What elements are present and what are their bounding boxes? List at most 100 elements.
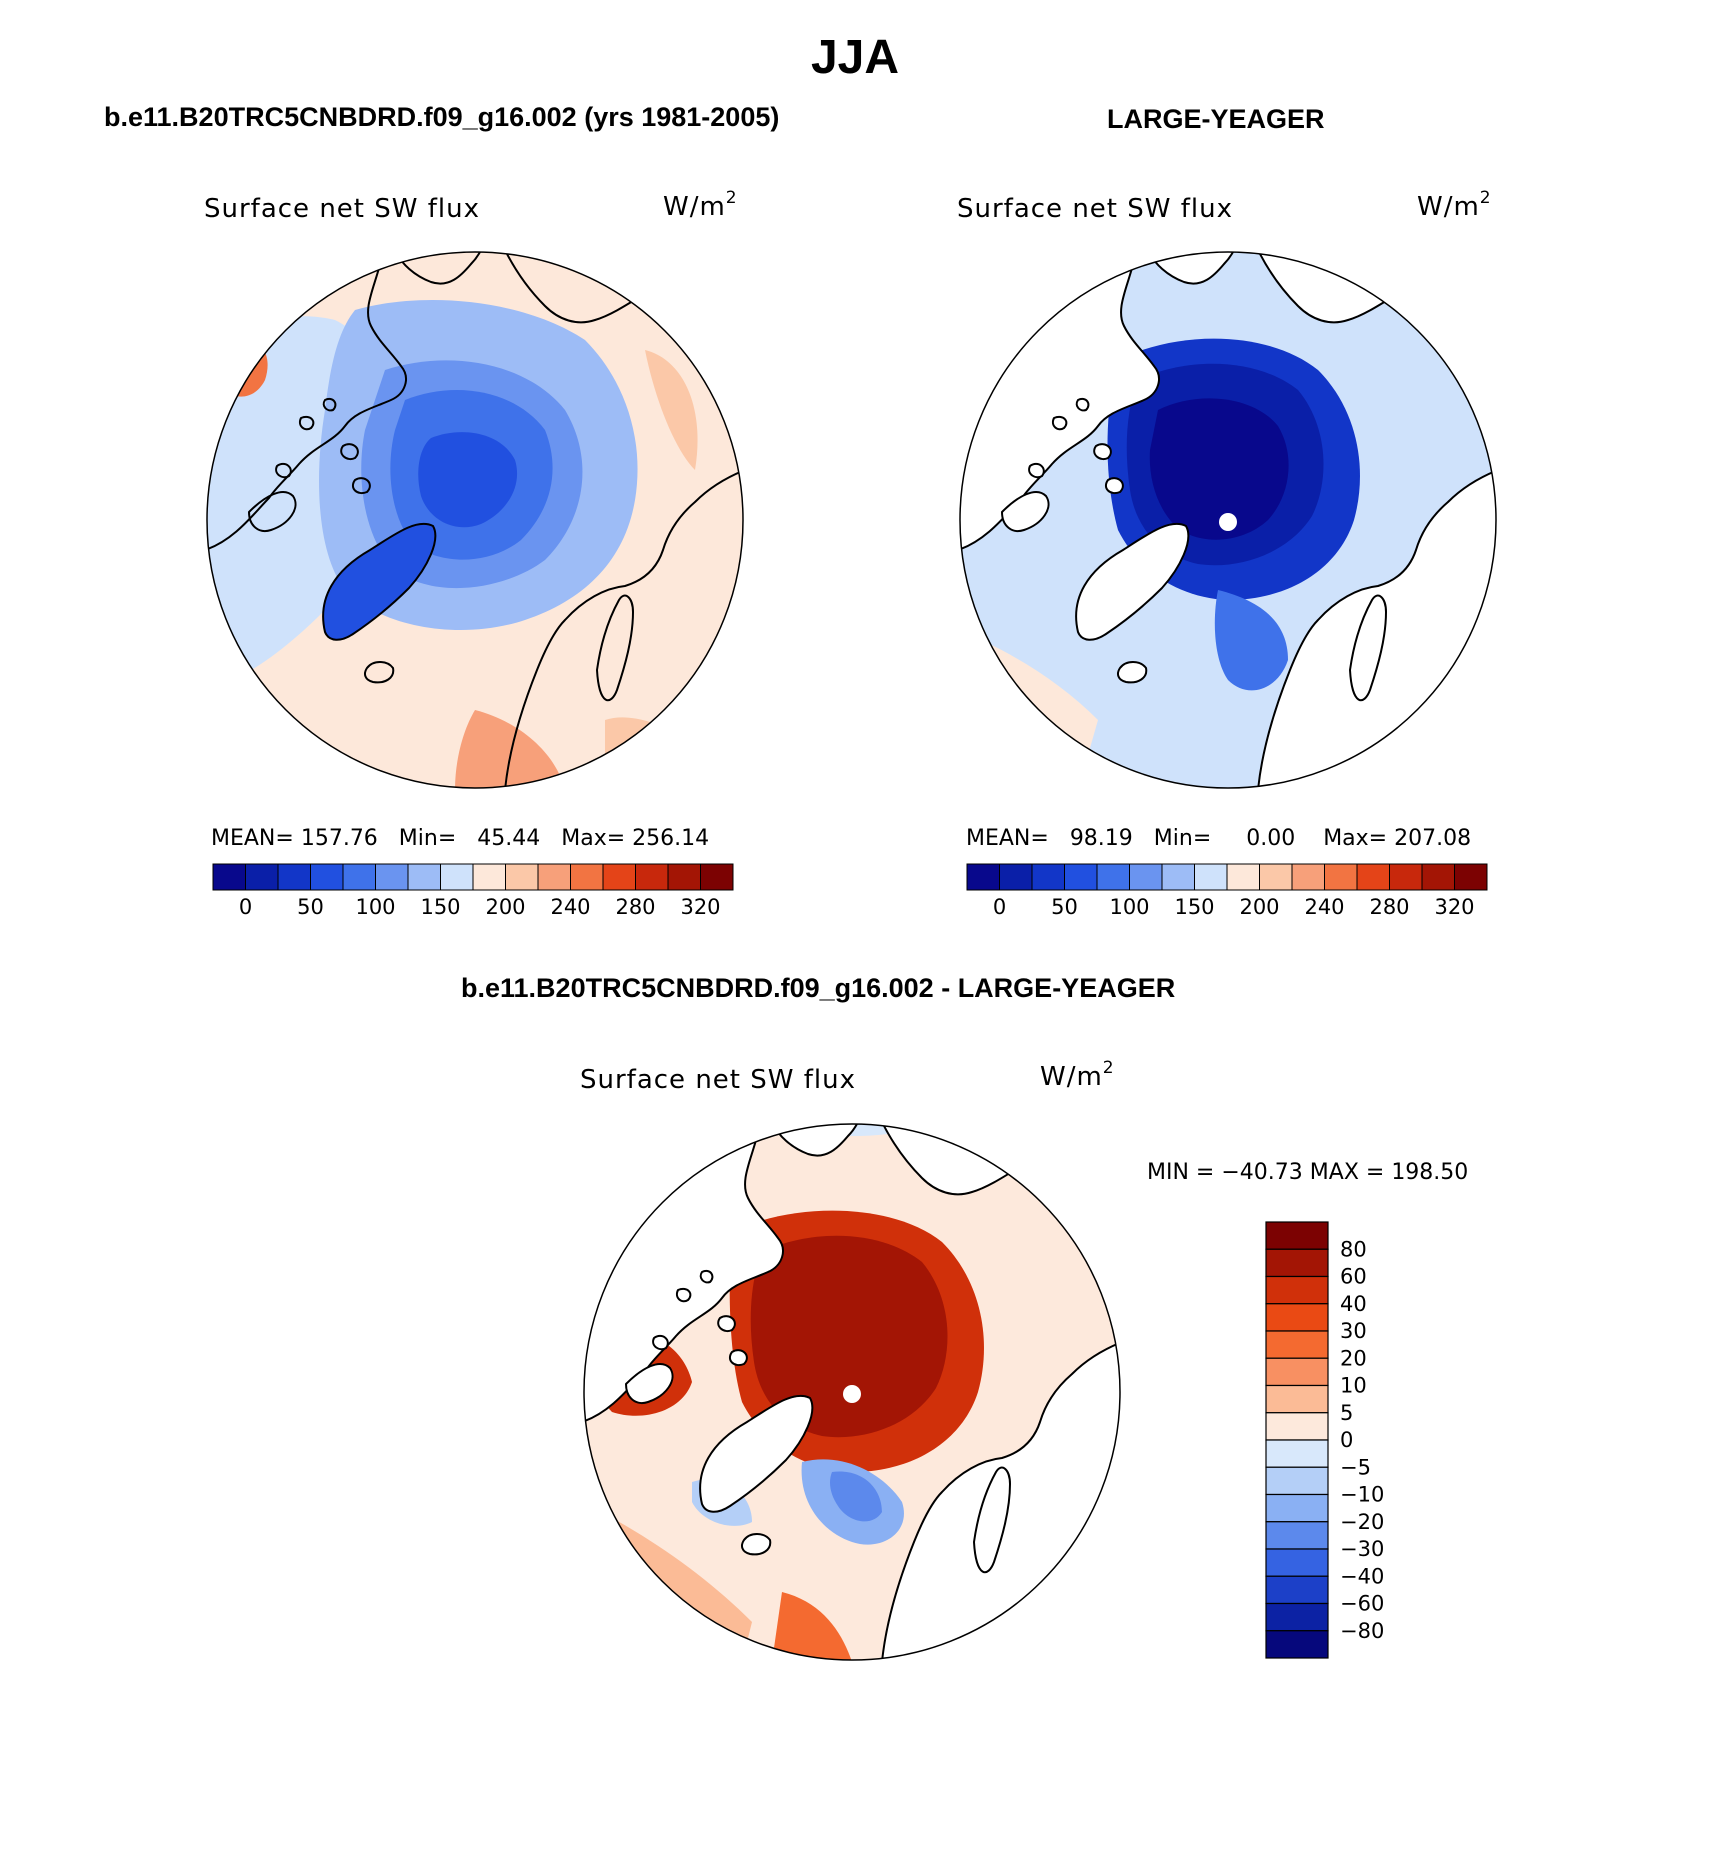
coastline [699, 1270, 714, 1284]
panel3-colorbar-tick: 30 [1340, 1319, 1367, 1343]
panel1-colorbar-box [700, 863, 734, 891]
panel1-stats: MEAN= 157.76 Min= 45.44 Max= 256.14 [211, 826, 709, 851]
panel3-colorbar-box [1265, 1602, 1329, 1632]
coastline [322, 398, 337, 412]
panel2-units: W/m2 [1417, 188, 1492, 222]
panel2-colorbar-box [1291, 863, 1325, 891]
figure-title: JJA [810, 31, 900, 84]
coastline [1028, 462, 1045, 479]
panel3-colorbar-tick: −80 [1340, 1619, 1384, 1643]
coastline [299, 416, 315, 431]
panel1-mean-label: MEAN= [211, 826, 294, 851]
panel3-map-border [583, 1123, 1121, 1661]
panel2-pole-hole [1219, 513, 1237, 531]
coastline [1075, 522, 1190, 641]
panel2-colorbar-box [1454, 863, 1488, 891]
panel3-colorbar-tick: 0 [1340, 1428, 1353, 1452]
coastline [741, 1533, 772, 1556]
panel3-colorbar-box [1265, 1439, 1329, 1468]
panel1-colorbar-box [245, 863, 279, 891]
panel1-coastlines [207, 252, 743, 788]
panel3-colorbar-box [1265, 1303, 1329, 1332]
panel3-colorbar-box [1265, 1330, 1329, 1359]
panel1-field-zone [323, 523, 436, 640]
panel2-colorbar-box [1129, 863, 1163, 891]
panel3-colorbar-tick: −30 [1340, 1537, 1384, 1561]
coastline [625, 1363, 674, 1404]
panel2-colorbar-tick: 50 [1051, 895, 1078, 919]
panel3-colorbar-tick: 20 [1340, 1346, 1367, 1370]
panel2-field-zone [1214, 590, 1288, 691]
panel1-colorbar-tick: 0 [239, 895, 252, 919]
panel3-polar-map [583, 1123, 1121, 1661]
panel3-colorbar-tick: −40 [1340, 1564, 1384, 1588]
panel3-colorbar-box [1265, 1521, 1329, 1550]
panel2-colorbar-box [1161, 863, 1195, 891]
panel1-field-zone [418, 432, 518, 528]
panel3-field-zone [830, 1471, 882, 1522]
panel2-colorbar-box [1194, 863, 1228, 891]
panel2-min-label: Min= [1153, 826, 1212, 851]
coastline [340, 443, 359, 460]
panel3-colorbar-box [1265, 1384, 1329, 1414]
panel2-colorbar-tick: 320 [1434, 895, 1474, 919]
panel1-colorbar: 0 50 100 150 200 240 280 320 [212, 863, 734, 919]
panel1-min-label: Min= [398, 826, 457, 851]
coastline [1349, 594, 1387, 702]
panel3-colorbar: 80 60 40 30 20 10 5 0 −5 −10 −20 −30 −40 −60 −80 [1265, 1221, 1384, 1659]
panel2-colorbar-box [1096, 863, 1130, 891]
coastline [351, 477, 371, 494]
panel3-pole-hole [843, 1385, 861, 1403]
panel1-colorbar-box [570, 863, 604, 891]
difference-case-title: b.e11.B20TRC5CNBDRD.f09_g16.002 - LARGE-… [461, 973, 1176, 1003]
coastline [1104, 477, 1124, 494]
coastline [207, 252, 407, 551]
panel2-colorbar-tick: 280 [1369, 895, 1409, 919]
panel3-colorbar-box [1265, 1357, 1329, 1387]
coastline [322, 522, 437, 641]
panel3-colorbar-box [1265, 1412, 1329, 1441]
panel1-max-value: 256.14 [632, 826, 710, 851]
panel3-colorbar-box [1265, 1493, 1329, 1523]
coastline [275, 462, 292, 479]
panel3-colorbar-box [1265, 1248, 1329, 1278]
panel2-colorbar-box [999, 863, 1033, 891]
panel2-colorbar-box [1259, 863, 1293, 891]
panel2-mean-value: 98.19 [1069, 826, 1133, 851]
panel2-colorbar-tick: 240 [1304, 895, 1344, 919]
coastline [1117, 661, 1148, 684]
panel2-colorbar-box [1324, 863, 1358, 891]
panel1-max-label: Max= [561, 826, 626, 851]
panel1-colorbar-tick: 150 [420, 895, 460, 919]
panel2-colorbar-box [1356, 863, 1390, 891]
panel1-field-zone [455, 710, 565, 788]
panel3-colorbar-box [1265, 1275, 1329, 1305]
panel1-colorbar-box [472, 863, 506, 891]
panel2-colorbar-box [1421, 863, 1455, 891]
coastline [676, 1288, 692, 1303]
coastline [652, 1334, 669, 1351]
coastline [504, 469, 743, 788]
coastline [728, 1349, 748, 1366]
top-left-case-title: b.e11.B20TRC5CNBDRD.f09_g16.002 (yrs 198… [104, 102, 780, 132]
panel1-polar-map [206, 251, 744, 789]
panel3-colorbar-tick: 10 [1340, 1374, 1367, 1398]
panel2-min-value: 0.00 [1246, 826, 1296, 851]
panel2-colorbar-tick: 0 [993, 895, 1006, 919]
panel1-colorbar-box [440, 863, 474, 891]
panel3-units: W/m2 [1040, 1058, 1115, 1092]
panel1-units: W/m2 [663, 188, 738, 222]
panel1-colorbar-box [635, 863, 669, 891]
panel1-colorbar-box [375, 863, 409, 891]
panel1-colorbar-box [602, 863, 636, 891]
panel2-max-value: 207.08 [1394, 826, 1472, 851]
panel2-colorbar: 0 50 100 150 200 240 280 320 [966, 863, 1488, 919]
panel3-colorbar-tick: −20 [1340, 1510, 1384, 1534]
panel3-stats: MIN = −40.73 MAX = 198.50 [1147, 1160, 1468, 1185]
panel3-colorbar-tick: 5 [1340, 1401, 1353, 1425]
panel1-colorbar-tick: 320 [680, 895, 720, 919]
coastline [1075, 398, 1090, 412]
panel1-colorbar-tick: 50 [297, 895, 324, 919]
panel3-field-zone [750, 1235, 948, 1438]
panel3-colorbar-box [1265, 1548, 1329, 1577]
